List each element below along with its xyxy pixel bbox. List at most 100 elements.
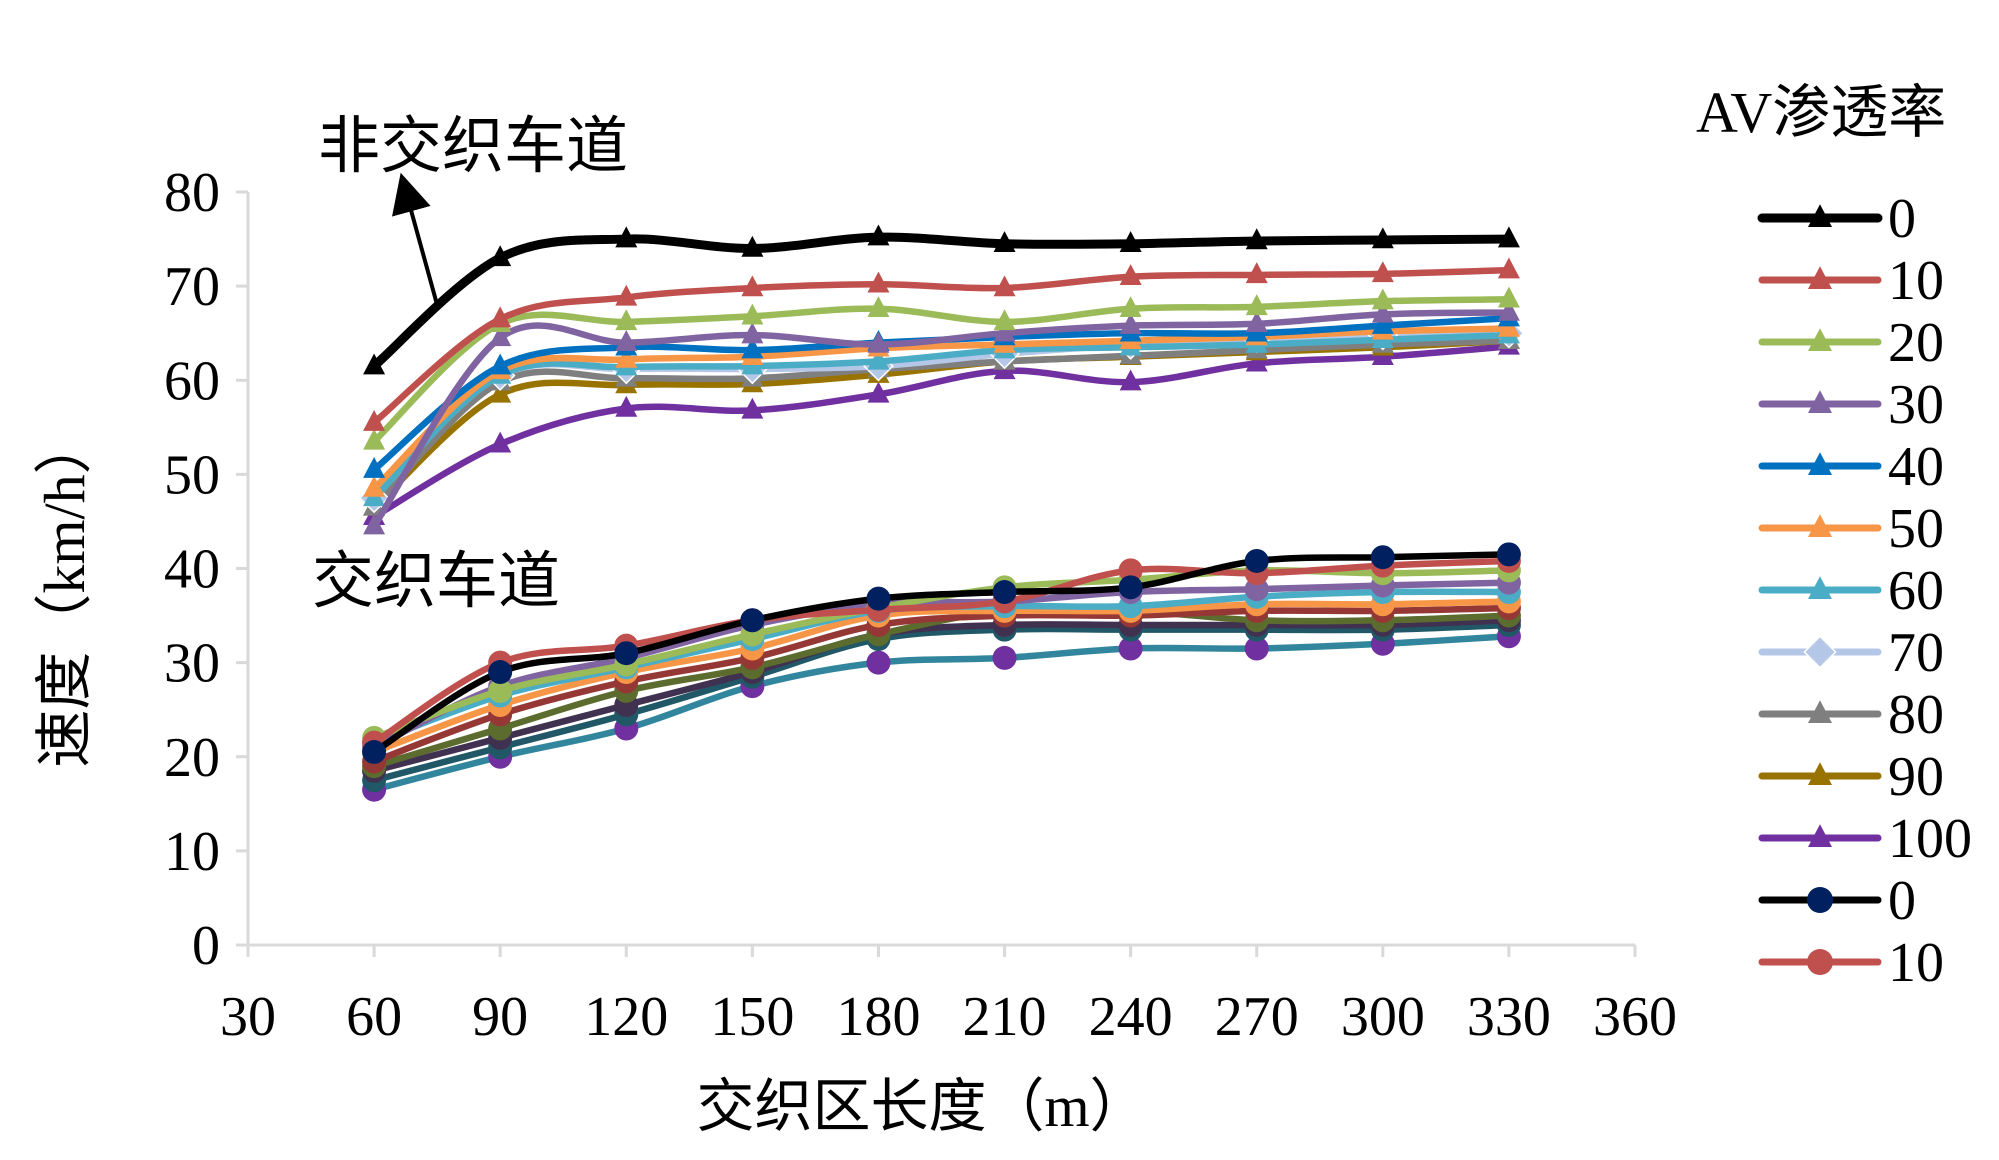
annotation-arrow [392, 172, 440, 309]
annotation-non-weaving: 非交织车道 [318, 113, 628, 309]
data-point [1370, 545, 1395, 570]
data-point [741, 275, 764, 297]
data-point [867, 296, 890, 317]
series-non-weaving-20 [363, 286, 1520, 450]
data-point [1245, 294, 1268, 316]
x-tick-label: 210 [963, 986, 1047, 1048]
x-tick-label: 60 [346, 986, 402, 1048]
series-line [370, 337, 1513, 511]
x-tick-label: 90 [472, 986, 528, 1048]
series-line [370, 331, 1513, 502]
data-point [489, 325, 512, 347]
data-point [615, 329, 638, 351]
data-point [867, 331, 890, 353]
legend-label: 60 [1888, 560, 1944, 622]
data-point [1118, 558, 1143, 583]
data-point [1371, 227, 1394, 249]
data-point [363, 457, 386, 478]
series-line [370, 621, 1513, 784]
data-point [992, 580, 1017, 605]
legend-item: 10 [1758, 250, 1944, 312]
data-point [1118, 636, 1143, 661]
series-line [370, 617, 1513, 775]
y-tick-label: 80 [164, 162, 220, 224]
x-tick-labels: 30 60 90 120 150 180 210 240 270 300 330 360 [220, 945, 1677, 1048]
x-tick-label: 270 [1215, 986, 1299, 1048]
data-point [993, 231, 1016, 253]
data-point [867, 271, 890, 293]
data-point [740, 608, 765, 633]
y-tick-label: 30 [164, 633, 220, 695]
data-point [615, 395, 638, 417]
legend-item: 0 [1757, 188, 1916, 250]
x-tick-label: 330 [1467, 986, 1551, 1048]
legend-label: 10 [1888, 250, 1944, 312]
data-point [993, 275, 1016, 297]
data-point [489, 353, 512, 375]
legend-label: 100 [1888, 808, 1972, 870]
annotation-weaving-label: 交织车道 [312, 548, 560, 616]
legend-marker [1808, 204, 1832, 227]
legend-label: 80 [1888, 684, 1944, 746]
data-point [866, 586, 891, 611]
data-point [993, 320, 1016, 342]
series-line [370, 343, 1513, 520]
legend-item: 90 [1758, 746, 1944, 808]
x-tick-label: 180 [836, 986, 920, 1048]
data-point [362, 740, 387, 765]
data-point [1119, 264, 1142, 285]
data-point [1244, 636, 1269, 661]
legend-marker [1808, 390, 1832, 413]
series-non-weaving-10 [363, 257, 1520, 431]
data-point [867, 348, 890, 370]
y-tick-labels: 0 10 20 30 40 50 60 70 80 [164, 162, 248, 977]
data-point [741, 397, 764, 419]
legend-marker [1808, 452, 1832, 475]
data-point [867, 381, 890, 403]
series-non-weaving-30 [363, 299, 1520, 535]
legend-marker [1808, 514, 1832, 537]
data-point [741, 235, 764, 257]
legend-item: 70 [1758, 622, 1944, 684]
data-point [741, 337, 764, 359]
y-tick-label: 70 [164, 256, 220, 318]
series-line [370, 325, 1513, 492]
legend-marker [1807, 949, 1833, 975]
data-point [1371, 261, 1394, 283]
series-non-weaving-0 [363, 224, 1520, 375]
legend-item: 20 [1758, 312, 1944, 374]
legend-item: 50 [1758, 498, 1944, 560]
y-tick-label: 40 [164, 539, 220, 601]
legend-label: 10 [1888, 932, 1944, 994]
data-point [363, 428, 386, 450]
y-tick-label: 0 [192, 915, 220, 977]
legend-marker [1808, 762, 1832, 785]
data-point [992, 645, 1017, 670]
legend-item: 60 [1758, 560, 1944, 622]
y-tick-label: 10 [164, 821, 220, 883]
legend-marker [1808, 266, 1832, 289]
legend-item: 30 [1758, 374, 1944, 436]
series-line [370, 598, 1513, 756]
data-point [1497, 257, 1520, 279]
legend-label: 40 [1888, 436, 1944, 498]
data-point [1245, 311, 1268, 333]
data-point [1371, 301, 1394, 323]
legend-title: AV渗透率 [1696, 80, 1946, 145]
legend-item: 40 [1758, 436, 1944, 498]
legend-marker [1808, 328, 1832, 351]
series-line [370, 309, 1513, 530]
x-axis-title: 交织区长度（m） [696, 1074, 1147, 1139]
x-tick-label: 120 [584, 986, 668, 1048]
data-point [867, 224, 890, 246]
series-line [370, 557, 1513, 746]
legend-label: 0 [1888, 870, 1916, 932]
data-point [1119, 313, 1142, 334]
x-tick-label: 240 [1089, 986, 1173, 1048]
y-tick-label: 20 [164, 727, 220, 789]
data-point [1119, 296, 1142, 317]
legend-label: 50 [1888, 498, 1944, 560]
data-point [363, 513, 386, 535]
